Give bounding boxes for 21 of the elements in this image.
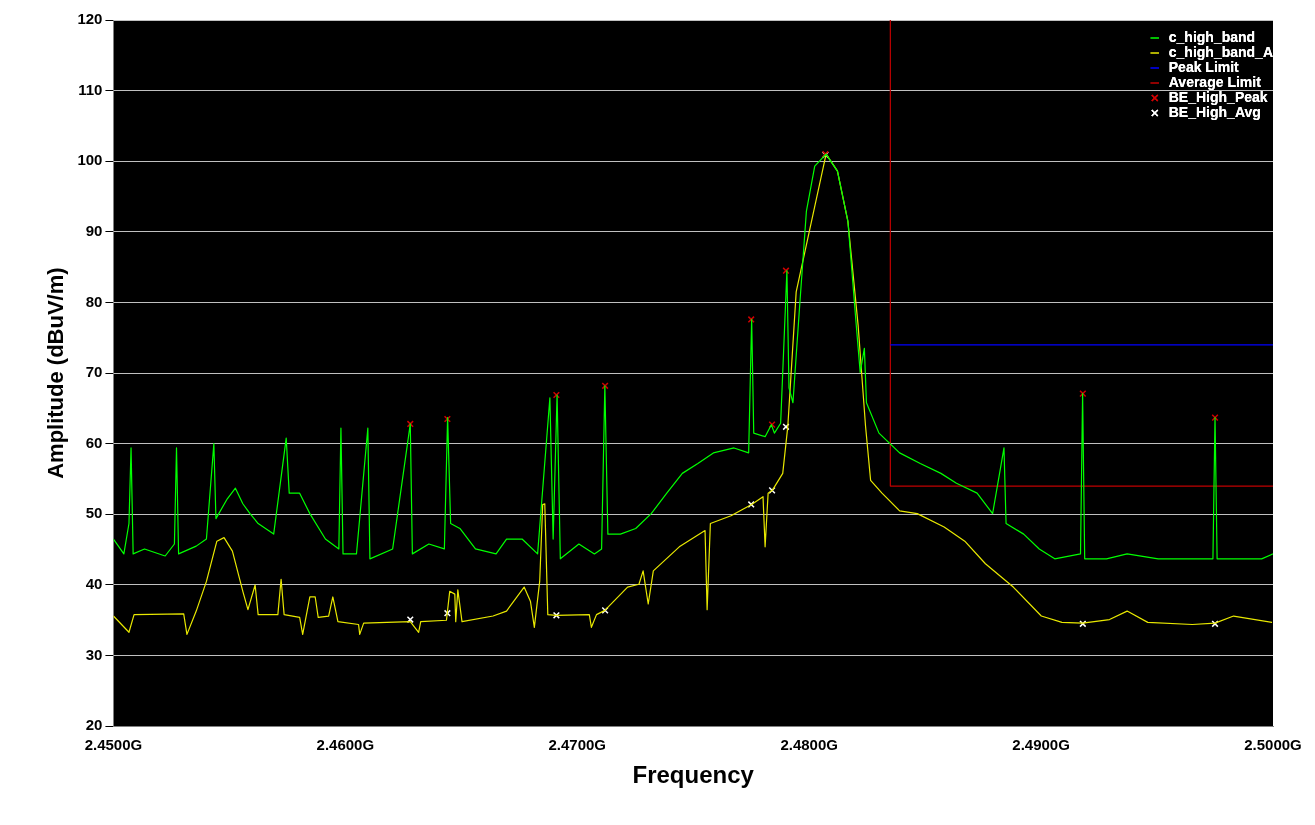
y-tick-label: 80 <box>85 292 103 310</box>
y-tick-label: 50 <box>85 504 103 522</box>
y-tick-label: 110 <box>78 80 103 98</box>
x-tick-label: 2.4500G <box>84 736 143 754</box>
x-tick-label: 2.4800G <box>780 736 838 754</box>
legend-label: Average Limit <box>1168 73 1262 90</box>
x-tick-label: 2.4900G <box>1012 736 1070 754</box>
x-tick-label: 2.4600G <box>316 736 375 754</box>
y-tick-label: 40 <box>85 575 103 593</box>
x-axis-title: Frequency <box>632 761 755 789</box>
y-tick-label: 30 <box>85 645 103 663</box>
y-tick-label: 120 <box>77 10 103 28</box>
y-axis-title: Amplitude (dBuV/m) <box>43 267 69 479</box>
x-tick-label: 2.4700G <box>548 736 607 754</box>
y-tick-label: 90 <box>85 222 103 239</box>
legend-label: c_high_band <box>1168 28 1256 45</box>
y-tick-label: 100 <box>77 151 103 169</box>
y-tick-label: 70 <box>85 363 103 381</box>
x-tick-label: 2.5000G <box>1244 736 1302 754</box>
y-tick-label: 20 <box>85 716 103 734</box>
y-tick-label: 60 <box>85 433 103 451</box>
